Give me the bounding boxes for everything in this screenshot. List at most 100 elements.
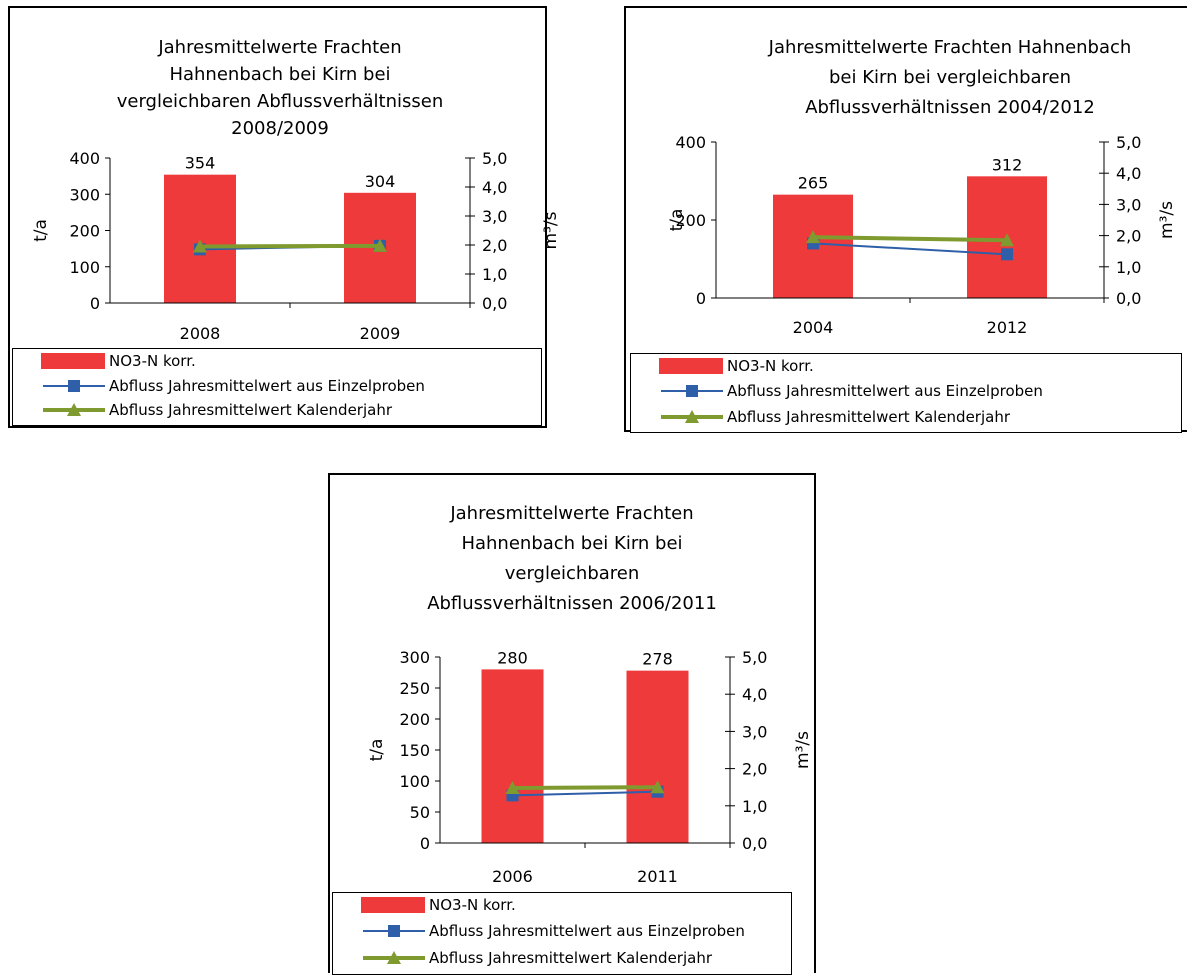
data-label-2006: 280 [497, 648, 528, 667]
y2-tick-label: 0,0 [482, 294, 507, 313]
y-axis-label: t/a [667, 209, 687, 232]
legend-swatch [659, 358, 723, 374]
x-tick-label: 2004 [793, 318, 834, 337]
y2-tick-label: 3,0 [742, 722, 767, 741]
x-tick-label: 2011 [637, 867, 678, 886]
y2-tick-label: 5,0 [482, 149, 507, 168]
y2-tick-label: 2,0 [1116, 227, 1141, 246]
legend-marker [388, 925, 400, 938]
y2-tick-label: 1,0 [742, 797, 767, 816]
data-label-2009: 304 [365, 172, 396, 191]
series-2-point-2012 [1000, 233, 1014, 247]
legend-item: Abfluss Jahresmittelwert Kalenderjahr [333, 948, 789, 968]
legend-swatch [661, 385, 723, 398]
legend-item: Abfluss Jahresmittelwert aus Einzelprobe… [333, 921, 789, 941]
y-tick-label: 300 [399, 648, 430, 667]
bar-2008 [164, 174, 236, 303]
legend-swatch [41, 353, 105, 369]
chart-svg: Jahresmittelwerte Frachten Hahnenbach bei… [367, 503, 813, 886]
legend-bar-swatch [361, 897, 425, 913]
y2-axis-label: m³/s [1157, 201, 1177, 239]
y2-tick-label: 4,0 [482, 178, 507, 197]
y-tick-label: 0 [696, 289, 706, 308]
series-2-point-2004 [806, 230, 820, 244]
legend-label: Abfluss Jahresmittelwert Kalenderjahr [429, 948, 713, 967]
legend-item: NO3-N korr. [631, 356, 1179, 376]
y2-tick-label: 0,0 [742, 834, 767, 853]
legend-marker [67, 403, 81, 417]
legend-label: Abfluss Jahresmittelwert aus Einzelprobe… [727, 382, 1043, 401]
chart-title-line: Hahnenbach bei Kirn bei [169, 64, 390, 85]
legend-label: Abfluss Jahresmittelwert aus Einzelprobe… [109, 376, 425, 395]
y2-tick-label: 2,0 [482, 236, 507, 255]
data-label-2011: 278 [642, 650, 673, 669]
y2-tick-label: 5,0 [1116, 133, 1141, 152]
y2-tick-label: 1,0 [482, 265, 507, 284]
legend-swatch [43, 379, 105, 392]
series-line-1 [512, 790, 658, 797]
legend-swatch [43, 403, 105, 417]
y-tick-label: 150 [399, 741, 430, 760]
series-line-2 [199, 243, 381, 249]
series-line-1 [812, 242, 1008, 256]
legend-marker [685, 409, 699, 423]
legend-item: Abfluss Jahresmittelwert aus Einzelprobe… [13, 376, 539, 396]
legend-item: NO3-N korr. [13, 351, 539, 371]
chart-panel-2006-2011: Jahresmittelwerte Frachten Hahnenbach bei… [328, 473, 816, 975]
y-tick-label: 0 [420, 834, 430, 853]
y-tick-label: 100 [69, 258, 100, 277]
legend-marker [387, 950, 401, 964]
legend-marker [686, 385, 698, 398]
legend-bar-swatch [41, 353, 105, 369]
y-tick-label: 0 [90, 294, 100, 313]
chart-legend: NO3-N korr. Abfluss Jahresmittelwert aus … [12, 348, 542, 426]
bar-2011 [626, 670, 689, 843]
y-axis-label: t/a [367, 739, 387, 762]
legend-label: Abfluss Jahresmittelwert Kalenderjahr [727, 407, 1011, 426]
y2-axis-label: m³/s [793, 731, 813, 769]
legend-item: Abfluss Jahresmittelwert Kalenderjahr [631, 407, 1179, 427]
y2-tick-label: 4,0 [742, 685, 767, 704]
data-label-2004: 265 [798, 174, 829, 193]
chart-legend: NO3-N korr. Abfluss Jahresmittelwert aus … [630, 353, 1182, 433]
chart-svg: Jahresmittelwerte Frachten Hahnenbach bei… [31, 37, 561, 343]
series-line-2 [812, 235, 1008, 243]
legend-item: Abfluss Jahresmittelwert Kalenderjahr [13, 400, 539, 420]
y2-tick-label: 3,0 [482, 207, 507, 226]
y-tick-label: 200 [69, 222, 100, 241]
y-axis-label: t/a [31, 219, 51, 242]
y-tick-label: 200 [399, 710, 430, 729]
series-2-point-2009 [373, 238, 387, 252]
y2-tick-label: 4,0 [1116, 164, 1141, 183]
series-2-point-2006 [505, 780, 520, 794]
bar-2006 [481, 669, 544, 843]
y-tick-label: 250 [399, 679, 430, 698]
legend-item: Abfluss Jahresmittelwert aus Einzelprobe… [631, 381, 1179, 401]
x-tick-label: 2006 [492, 867, 533, 886]
data-label-2012: 312 [992, 155, 1023, 174]
legend-swatch [363, 925, 425, 938]
legend-marker [68, 379, 80, 392]
y2-axis-label: m³/s [541, 211, 561, 249]
y-tick-label: 200 [675, 211, 706, 230]
chart-panel-2008-2009: Jahresmittelwerte Frachten Hahnenbach bei… [8, 6, 561, 428]
chart-title-line: Abflussverhältnissen 2004/2012 [805, 97, 1095, 118]
series-2-point-2008 [193, 239, 207, 253]
legend-swatch [361, 897, 425, 913]
data-label-2008: 354 [185, 154, 216, 173]
x-tick-label: 2012 [987, 318, 1028, 337]
y2-tick-label: 0,0 [1116, 289, 1141, 308]
legend-item: NO3-N korr. [333, 895, 789, 915]
legend-label: NO3-N korr. [429, 896, 516, 914]
chart-title-line: Jahresmittelwerte Frachten Hahnenbach [768, 37, 1132, 58]
chart-title-line: Hahnenbach bei Kirn bei [461, 533, 682, 554]
chart-panel-2004-2012: Jahresmittelwerte Frachten Hahnenbach bei… [624, 6, 1187, 433]
chart-legend: NO3-N korr. Abfluss Jahresmittelwert aus … [332, 892, 792, 975]
legend-label: NO3-N korr. [109, 352, 196, 370]
chart-title-line: Jahresmittelwerte Frachten [449, 503, 693, 524]
legend-swatch [661, 409, 723, 423]
x-tick-label: 2008 [180, 324, 221, 343]
y-tick-label: 400 [69, 149, 100, 168]
legend-label: Abfluss Jahresmittelwert Kalenderjahr [109, 401, 393, 420]
chart-title-line: vergleichbaren Abflussverhältnissen [117, 91, 443, 112]
